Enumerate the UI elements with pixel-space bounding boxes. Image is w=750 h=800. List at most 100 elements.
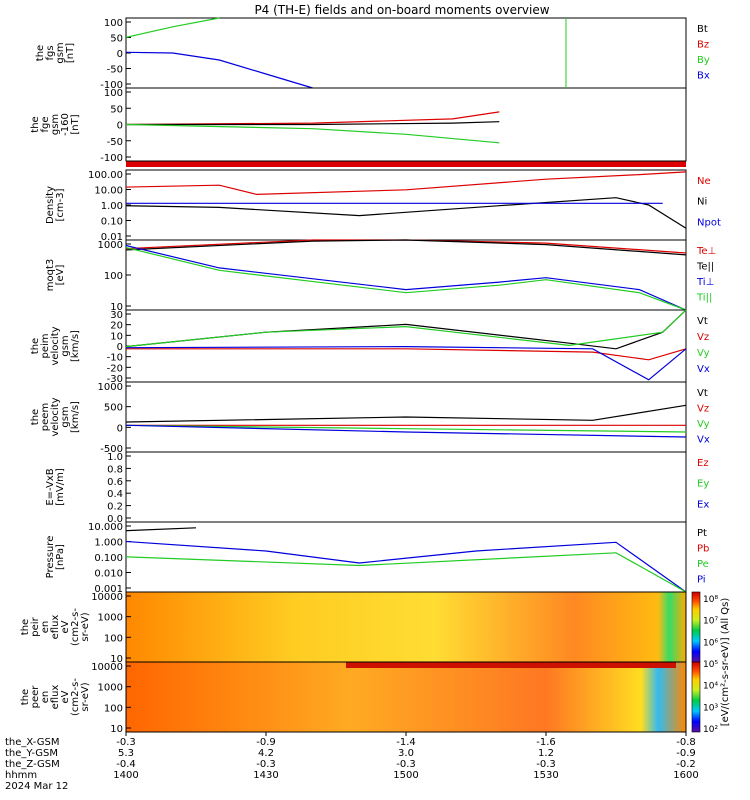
y-label-line: [km/s]	[70, 330, 81, 362]
y-label-line: gsm	[50, 114, 61, 135]
legend-By: By	[697, 55, 710, 66]
colorbar-tick: 10³	[703, 703, 718, 713]
y-label-line: peir	[30, 616, 41, 636]
y-tick-label: 1000	[98, 240, 123, 251]
y-label-line: fgs	[45, 45, 56, 60]
colorbar-tick: 10²	[703, 725, 718, 735]
legend-Ex: Ex	[697, 499, 709, 510]
y-tick-label: -100	[100, 80, 123, 91]
series-Ti||	[125, 246, 687, 311]
y-tick-label: 0.01	[101, 232, 123, 243]
axis-row-value: -0.3	[116, 737, 136, 748]
series-Vy	[125, 424, 687, 433]
y-tick-label: 0.001	[94, 584, 123, 595]
legend-Vx: Vx	[697, 435, 710, 446]
y-tick-label: -500	[100, 444, 123, 455]
y-label-line: sr-eV)	[80, 682, 91, 711]
axis-row-value: -0.3	[396, 759, 416, 770]
y-label-line: peer	[30, 685, 41, 709]
y-tick-label: 100	[104, 18, 123, 29]
y-label-line: sr-eV)	[80, 612, 91, 641]
colorbar-tick: 10⁸	[703, 595, 718, 605]
y-tick-label: 0.010	[94, 569, 123, 580]
y-tick-label: -50	[107, 65, 123, 76]
legend-Pi: Pi	[697, 575, 706, 586]
colorbar: 10⁸ 10⁷ 10⁶ 10⁵ 10⁴ 10³ 10²[eV/(cm²-s-sr-eV)] …	[691, 591, 731, 735]
series-By	[125, 123, 500, 144]
colorbar-strip	[691, 591, 701, 663]
series-Bt	[126, 121, 500, 126]
y-tick-label: 10	[110, 331, 123, 342]
y-tick-label: 50	[110, 34, 123, 45]
y-tick-label: 1.00	[101, 201, 123, 212]
panel-peer: 10000 1000 100 10 the peer en eflux eV (cm2-s-sr-…	[20, 661, 687, 735]
y-label-line: (cm2-s-	[70, 678, 81, 716]
axis-row-value: -1.4	[396, 737, 416, 748]
panel-peem: 1000 500 0 -500 the peem velocity gsm [km/s] Vt Vz…	[30, 381, 710, 455]
y-label-line: eV	[60, 620, 71, 633]
legend-Te⊥: Te⊥	[696, 246, 716, 257]
y-tick-label: 0.10	[101, 217, 123, 228]
y-tick-label: 10	[110, 302, 123, 313]
y-label-line: peem	[40, 403, 51, 431]
panel-frame	[125, 451, 687, 523]
axis-row-value: -0.2	[676, 759, 696, 770]
y-label-line: gsm	[55, 42, 66, 63]
legend-Vx: Vx	[697, 364, 710, 375]
y-tick-label: 10000	[91, 662, 123, 673]
y-label-line: the	[30, 338, 41, 354]
y-label-line: peim	[40, 333, 51, 358]
axis-row-value: -0.8	[676, 737, 696, 748]
legend-Ti||: Ti||	[696, 293, 712, 304]
y-tick-label: 100	[104, 633, 123, 644]
y-label-line: the	[30, 116, 41, 132]
axis-row-value: -0.9	[256, 737, 276, 748]
legend-Pe: Pe	[697, 559, 709, 570]
y-tick-label: 0.6	[107, 477, 123, 488]
panel-fge: 100 50 0 -50 -100 the fge gsm -160 [nT]	[30, 87, 687, 164]
legend-Bz: Bz	[697, 40, 709, 51]
series-Vt	[125, 309, 687, 350]
legend-Vz: Vz	[697, 332, 709, 343]
y-label-line: Pressure	[45, 536, 56, 579]
y-label-line: [nT]	[65, 43, 76, 63]
legend-Bx: Bx	[697, 71, 710, 82]
panel-temp: 1000 100 10 moqt3 [eV] Te⊥ Te|| Ti⊥ Ti||	[45, 239, 716, 313]
spectrogram-peir	[126, 592, 686, 662]
y-label-line: gsm	[60, 335, 71, 356]
panel-frame	[125, 521, 687, 593]
legend-Ni: Ni	[697, 197, 707, 208]
panel-frame	[125, 239, 687, 311]
y-tick-label: 1000	[98, 382, 123, 393]
y-label-line: velocity	[50, 326, 61, 365]
series-Bx	[125, 51, 313, 89]
y-tick-label: 10000	[91, 592, 123, 603]
y-tick-label: 0.4	[107, 489, 123, 500]
y-tick-label: 10	[110, 654, 123, 665]
colorbar-strip	[691, 661, 701, 733]
y-label-line: eflux	[50, 615, 61, 640]
series-Ti⊥	[125, 244, 687, 311]
series-Ne	[125, 171, 687, 196]
y-tick-label: 10.000	[88, 522, 123, 533]
legend-Te||: Te||	[696, 262, 714, 273]
y-label-line: gsm	[60, 406, 71, 427]
y-label-line: [eV]	[55, 265, 66, 286]
legend-Vz: Vz	[697, 404, 709, 415]
y-label-line: E=-VxB	[45, 468, 56, 505]
y-tick-label: 50	[110, 104, 123, 115]
y-label-line: [mV/m]	[55, 468, 66, 506]
axis-row-value: 5.3	[118, 748, 134, 759]
axis-row-value: 1400	[113, 770, 138, 781]
legend-Pb: Pb	[697, 544, 709, 555]
panel-frame	[125, 309, 687, 383]
legend-Ez: Ez	[697, 458, 709, 469]
legend-Npot: Npot	[697, 217, 721, 228]
legend-Ne: Ne	[697, 176, 711, 187]
colorbar-label: [eV/(cm²-s-sr-eV)] (All Qs)	[720, 598, 731, 727]
y-tick-label: 0.8	[107, 464, 123, 475]
axis-row-value: 1.2	[538, 748, 554, 759]
legend-Vy: Vy	[697, 419, 710, 430]
